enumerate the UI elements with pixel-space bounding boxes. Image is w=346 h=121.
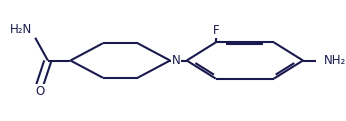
Text: O: O [35, 85, 44, 98]
Text: N: N [172, 54, 181, 67]
Text: H₂N: H₂N [10, 23, 33, 36]
Text: F: F [213, 24, 220, 37]
Text: NH₂: NH₂ [324, 54, 346, 67]
